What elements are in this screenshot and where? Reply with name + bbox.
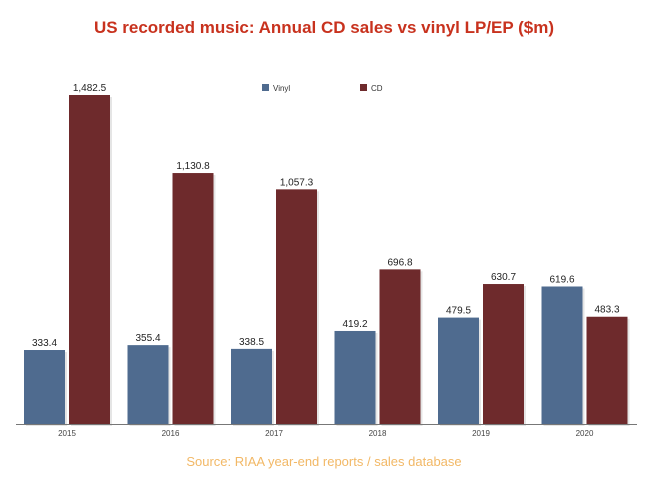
x-tick-label: 2016 — [162, 429, 180, 438]
chart-title: US recorded music: Annual CD sales vs vi… — [93, 18, 555, 37]
data-label: 1,057.3 — [280, 177, 314, 188]
bar-vinyl-2018 — [334, 330, 376, 424]
x-tick-label: 2017 — [265, 429, 283, 438]
x-tick-label: 2015 — [58, 429, 76, 438]
bar-vinyl-2016 — [127, 345, 169, 424]
legend-swatch-cd — [360, 84, 367, 91]
bar-cd-2018 — [379, 269, 421, 424]
data-label: 479.5 — [446, 306, 471, 317]
bar-cd-2017 — [276, 189, 317, 424]
data-label: 333.4 — [32, 338, 57, 349]
bar-cd-2019 — [483, 284, 524, 424]
data-label: 355.4 — [135, 333, 160, 344]
data-label: 696.8 — [387, 257, 412, 268]
data-label: 1,130.8 — [176, 161, 210, 172]
data-label: 419.2 — [342, 319, 367, 330]
bar-vinyl-2019 — [438, 317, 479, 424]
legend-label-vinyl: Vinyl — [273, 84, 290, 93]
legend-swatch-vinyl — [262, 84, 269, 91]
data-label: 1,482.5 — [73, 83, 107, 94]
x-tick-label: 2018 — [369, 429, 387, 438]
data-label: 619.6 — [549, 274, 574, 285]
x-tick-label: 2019 — [472, 429, 490, 438]
source-note: Source: RIAA year-end reports / sales da… — [186, 454, 462, 469]
bar-vinyl-2017 — [231, 348, 272, 424]
bar-cd-2016 — [172, 173, 214, 424]
x-tick-label: 2020 — [576, 429, 594, 438]
data-label: 338.5 — [239, 337, 264, 348]
data-label: 630.7 — [491, 272, 516, 283]
bar-cd-2020 — [586, 316, 628, 424]
bar-vinyl-2020 — [541, 286, 583, 424]
bar-vinyl-2015 — [24, 350, 65, 424]
data-label: 483.3 — [594, 305, 619, 316]
legend-label-cd: CD — [371, 84, 383, 93]
bar-cd-2015 — [69, 95, 110, 424]
